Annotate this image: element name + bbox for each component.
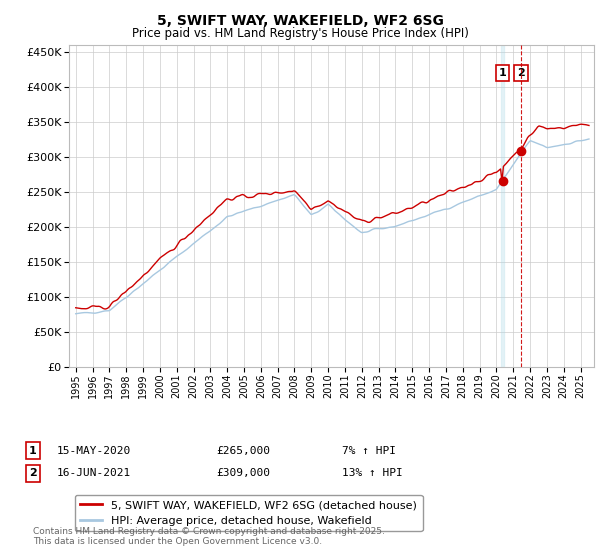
Text: 5, SWIFT WAY, WAKEFIELD, WF2 6SG: 5, SWIFT WAY, WAKEFIELD, WF2 6SG <box>157 14 443 28</box>
Text: Contains HM Land Registry data © Crown copyright and database right 2025.
This d: Contains HM Land Registry data © Crown c… <box>33 526 385 546</box>
Text: 13% ↑ HPI: 13% ↑ HPI <box>342 468 403 478</box>
Text: Price paid vs. HM Land Registry's House Price Index (HPI): Price paid vs. HM Land Registry's House … <box>131 27 469 40</box>
Text: 2: 2 <box>29 468 37 478</box>
Bar <box>501 45 504 367</box>
Text: 1: 1 <box>29 446 37 456</box>
Text: 7% ↑ HPI: 7% ↑ HPI <box>342 446 396 456</box>
Text: 1: 1 <box>499 68 506 78</box>
Text: 15-MAY-2020: 15-MAY-2020 <box>57 446 131 456</box>
Text: £265,000: £265,000 <box>216 446 270 456</box>
Legend: 5, SWIFT WAY, WAKEFIELD, WF2 6SG (detached house), HPI: Average price, detached : 5, SWIFT WAY, WAKEFIELD, WF2 6SG (detach… <box>74 494 422 531</box>
Text: 16-JUN-2021: 16-JUN-2021 <box>57 468 131 478</box>
Text: 2: 2 <box>517 68 525 78</box>
Text: £309,000: £309,000 <box>216 468 270 478</box>
